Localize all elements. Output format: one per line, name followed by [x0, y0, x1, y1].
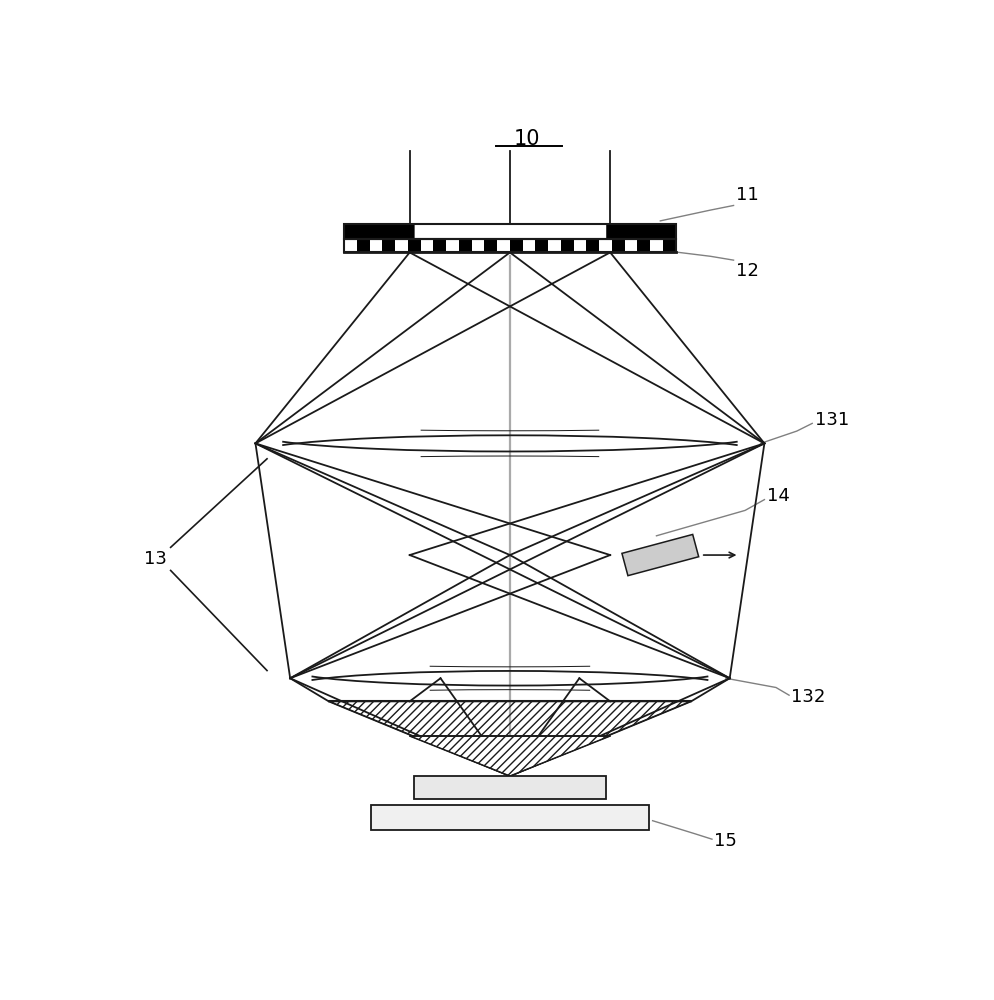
Bar	[605, 224, 675, 239]
Bar	[445, 239, 458, 252]
Bar	[357, 239, 370, 252]
Bar	[408, 239, 420, 252]
Bar	[662, 239, 675, 252]
Bar	[624, 239, 637, 252]
Bar	[420, 239, 433, 252]
Bar	[649, 239, 662, 252]
Bar	[471, 239, 484, 252]
Bar	[484, 239, 497, 252]
Bar	[344, 239, 675, 252]
Bar	[535, 239, 548, 252]
Bar	[414, 776, 605, 799]
Text: 131: 131	[814, 411, 848, 429]
Bar	[433, 239, 445, 252]
Bar	[598, 239, 611, 252]
Bar	[344, 224, 414, 239]
Polygon shape	[621, 534, 698, 576]
Polygon shape	[410, 736, 609, 776]
Bar	[522, 239, 535, 252]
Bar	[344, 239, 357, 252]
Bar	[497, 239, 509, 252]
Bar	[395, 239, 408, 252]
Text: 132: 132	[790, 688, 825, 706]
Bar	[458, 239, 471, 252]
Text: 13: 13	[144, 550, 166, 568]
Bar	[548, 239, 561, 252]
Bar	[611, 239, 624, 252]
Bar	[414, 224, 605, 239]
Bar	[370, 239, 382, 252]
Text: 12: 12	[736, 262, 758, 280]
Bar	[382, 239, 395, 252]
Bar	[637, 239, 649, 252]
Bar	[585, 239, 598, 252]
Bar	[574, 239, 585, 252]
Bar	[371, 805, 648, 830]
Text: 10: 10	[513, 129, 540, 149]
Bar	[509, 239, 522, 252]
Text: 14: 14	[766, 487, 789, 505]
Text: 11: 11	[736, 186, 757, 204]
Bar	[344, 224, 675, 239]
Bar	[561, 239, 574, 252]
Text: 15: 15	[714, 832, 737, 850]
